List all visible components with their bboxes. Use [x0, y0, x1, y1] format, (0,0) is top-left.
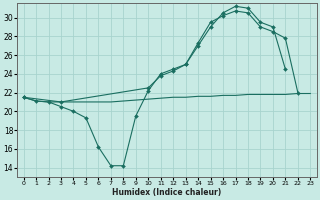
X-axis label: Humidex (Indice chaleur): Humidex (Indice chaleur): [112, 188, 221, 197]
